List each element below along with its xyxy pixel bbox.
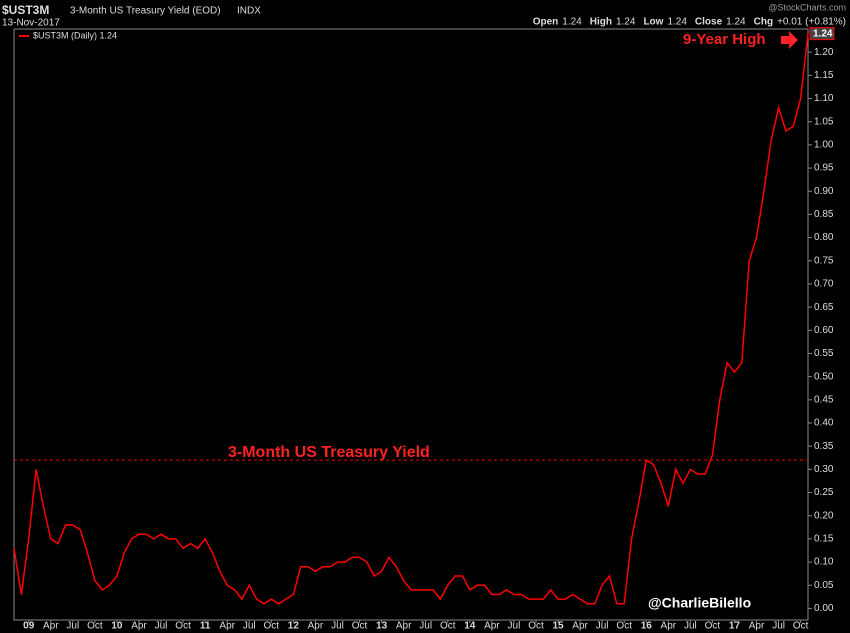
x-tick-label: Apr [43,621,59,632]
plot-frame [13,28,809,621]
plot [13,33,809,605]
x-tick-label: Apr [484,621,500,632]
x-tick-label: 16 [641,621,653,632]
y-tick-label: 0.40 [814,418,834,429]
x-tick-label: Oct [616,621,632,632]
quote-value: +0.01 (+0.81%) [777,17,846,28]
x-tick-label: Jul [419,621,432,632]
x-tick-label: 10 [111,621,123,632]
date: 13-Nov-2017 [2,18,60,29]
symbol: $UST3M [2,3,49,17]
x-tick-label: Jul [772,621,785,632]
x-tick-label: Apr [749,621,765,632]
y-tick-label: 1.20 [814,47,834,58]
quote-value: 1.24 [667,17,687,28]
quote-label: Low [643,17,663,28]
last-value-box [809,27,835,41]
y-tick-label: 0.15 [814,534,834,545]
x-tick-label: Jul [331,621,344,632]
x-tick-label: Apr [661,621,677,632]
annotation: 3-Month US Treasury Yield [228,444,430,461]
quote: +0.01 (+0.81%)Chg1.24Close1.24Low1.24Hig… [533,17,846,28]
arrow [781,31,798,49]
y-tick-label: 0.25 [814,487,834,498]
y-tick-label: 0.35 [814,441,834,452]
x-tick-label: 15 [552,621,564,632]
y-tick-label: 1.05 [814,116,834,127]
y-tick-label: 1.00 [814,140,834,151]
source: @StockCharts.com [768,2,846,12]
x-tick-label: Jul [684,621,697,632]
x-tick-label: Apr [308,621,324,632]
y-tick-label: 0.65 [814,302,834,313]
y-tick-label: 0.55 [814,348,834,359]
quote-value: 1.24 [562,17,582,28]
x-tick-label: 17 [729,621,741,632]
x-tick-label: Jul [243,621,256,632]
quote-label: Open [533,17,559,28]
y-tick-label: 0.85 [814,209,834,220]
x-tick-label: 14 [464,621,476,632]
x-tick-label: Oct [528,621,544,632]
x-tick-label: Jul [596,621,609,632]
x-tick-label: Oct [352,621,368,632]
y-tick-label: 0.05 [814,580,834,591]
x-tick-label: Apr [131,621,147,632]
legend-label: $UST3M (Daily) 1.24 [33,30,117,40]
y-tick-label: 0.70 [814,279,834,290]
y-tick-label: 0.95 [814,163,834,174]
y-tick-label: 0.45 [814,394,834,405]
y-tick-label: 0.20 [814,510,834,521]
x-tick-label: 11 [200,621,211,632]
x-tick-label: Jul [155,621,168,632]
y-tick-label: 0.30 [814,464,834,475]
y-tick-label: 0.50 [814,371,834,382]
x-tick-label: Oct [264,621,280,632]
quote-value: 1.24 [726,17,746,28]
x-tick-label: Oct [793,621,809,632]
chart-title: 3-Month US Treasury Yield (EOD) [70,6,221,17]
x-tick-label: Jul [508,621,521,632]
x-tick-label: Jul [66,621,79,632]
x-tick-label: Apr [219,621,235,632]
y-tick-label: 1.15 [814,70,834,81]
series-line [13,33,809,605]
x-tick-label: Apr [572,621,588,632]
y-tick-label: 0.00 [814,603,834,614]
y-tick-label: 0.60 [814,325,834,336]
y-tick-label: 1.10 [814,93,834,104]
x-tick-label: Oct [705,621,721,632]
credit: @CharlieBilello [648,595,751,611]
quote-label: High [590,17,612,28]
x-tick-label: 12 [288,621,300,632]
exchange: INDX [237,6,261,17]
x-tick-label: Oct [87,621,103,632]
x-tick-label: 13 [376,621,388,632]
annotation: 9-Year High [683,31,766,48]
last-value-label: 1.24 [813,28,833,39]
x-tick-label: Apr [396,621,412,632]
y-tick-label: 0.90 [814,186,834,197]
x-tick-label: 09 [23,621,35,632]
quote-label: Close [695,17,723,28]
quote-label: Chg [754,17,773,28]
y-tick-label: 0.75 [814,255,834,266]
x-tick-label: Oct [440,621,456,632]
quote-value: 1.24 [616,17,636,28]
y-tick-label: 0.80 [814,232,834,243]
x-tick-label: Oct [175,621,191,632]
y-tick-label: 0.10 [814,557,834,568]
